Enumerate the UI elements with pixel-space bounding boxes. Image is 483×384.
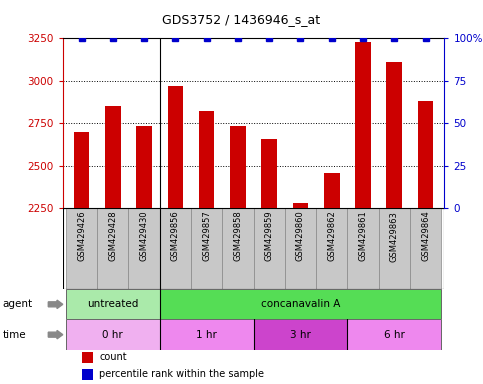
Bar	[136, 126, 152, 208]
Bar	[261, 139, 277, 208]
Bar	[410, 208, 441, 289]
Bar	[222, 208, 254, 289]
Bar	[324, 172, 340, 208]
Bar	[168, 86, 183, 208]
Bar	[230, 126, 246, 208]
Bar	[254, 208, 285, 289]
Bar	[191, 208, 222, 289]
Text: GSM429430: GSM429430	[140, 211, 149, 262]
Bar	[293, 203, 308, 208]
Bar	[105, 106, 121, 208]
Bar	[82, 369, 93, 379]
Bar	[355, 42, 371, 208]
Text: 3 hr: 3 hr	[290, 329, 311, 340]
Text: GSM429860: GSM429860	[296, 211, 305, 262]
Bar	[97, 208, 128, 289]
Text: GSM429861: GSM429861	[358, 211, 368, 262]
Bar	[386, 62, 402, 208]
Text: count: count	[99, 353, 127, 362]
Bar	[418, 101, 433, 208]
Text: GSM429858: GSM429858	[233, 211, 242, 262]
Bar	[74, 132, 89, 208]
Text: GSM429862: GSM429862	[327, 211, 336, 262]
Bar	[379, 208, 410, 289]
Bar	[347, 208, 379, 289]
Bar	[128, 208, 160, 289]
Text: concanavalin A: concanavalin A	[261, 299, 340, 310]
Text: 0 hr: 0 hr	[102, 329, 123, 340]
Bar	[66, 208, 97, 289]
Bar	[82, 352, 93, 363]
Bar	[160, 289, 441, 319]
Bar	[254, 319, 347, 350]
Bar	[285, 208, 316, 289]
Text: GSM429864: GSM429864	[421, 211, 430, 262]
Text: GSM429856: GSM429856	[171, 211, 180, 262]
Bar	[316, 208, 347, 289]
Text: GSM429857: GSM429857	[202, 211, 211, 262]
Text: GSM429426: GSM429426	[77, 211, 86, 262]
Text: GSM429859: GSM429859	[265, 211, 274, 262]
Bar	[66, 319, 160, 350]
Bar	[347, 319, 441, 350]
Text: GSM429428: GSM429428	[108, 211, 117, 262]
Bar	[160, 319, 254, 350]
Text: percentile rank within the sample: percentile rank within the sample	[99, 369, 264, 379]
Text: time: time	[2, 329, 26, 340]
Text: agent: agent	[2, 299, 32, 310]
Text: 1 hr: 1 hr	[196, 329, 217, 340]
Bar	[199, 111, 214, 208]
Bar	[160, 208, 191, 289]
Text: untreated: untreated	[87, 299, 139, 310]
Text: 6 hr: 6 hr	[384, 329, 405, 340]
Bar	[66, 289, 160, 319]
Text: GSM429863: GSM429863	[390, 211, 399, 262]
Text: GDS3752 / 1436946_s_at: GDS3752 / 1436946_s_at	[162, 13, 321, 26]
